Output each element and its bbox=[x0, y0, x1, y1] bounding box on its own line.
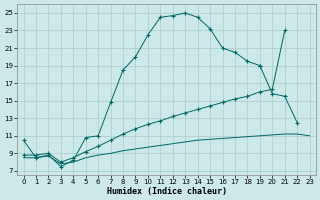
X-axis label: Humidex (Indice chaleur): Humidex (Indice chaleur) bbox=[107, 187, 227, 196]
